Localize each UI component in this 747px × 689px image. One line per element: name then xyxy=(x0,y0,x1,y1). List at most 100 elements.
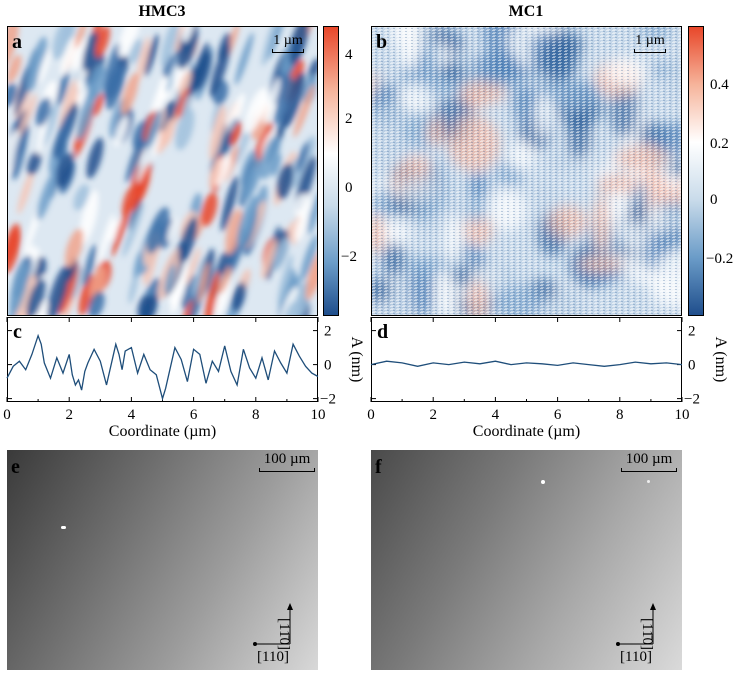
height-feature xyxy=(242,158,262,202)
afm-map-mc1-svg xyxy=(372,27,681,315)
height-feature xyxy=(121,72,139,115)
height-feature xyxy=(293,84,315,138)
height-feature xyxy=(122,187,135,217)
height-feature xyxy=(136,36,150,83)
height-feature xyxy=(209,42,231,97)
height-feature xyxy=(296,141,309,173)
x-tick-label: 2 xyxy=(65,407,73,423)
height-feature xyxy=(114,115,129,147)
height-feature xyxy=(82,244,97,287)
height-feature xyxy=(215,276,231,315)
plot-frame-c xyxy=(7,317,318,402)
height-feature xyxy=(170,279,186,315)
height-feature xyxy=(221,130,232,157)
y-tick-label: 2 xyxy=(688,324,696,340)
height-feature xyxy=(8,223,21,263)
height-feature xyxy=(27,151,42,176)
colorbar-a-tick: 0 xyxy=(345,180,353,196)
height-feature xyxy=(88,291,105,315)
height-feature xyxy=(203,270,220,315)
height-feature xyxy=(305,248,317,301)
x-tick-label: 8 xyxy=(252,407,260,423)
height-feature xyxy=(167,217,178,242)
height-feature xyxy=(209,157,221,190)
colorbar-a-tick: 2 xyxy=(345,111,353,127)
height-feature xyxy=(56,152,74,188)
scalebar-a-label: 1 µm xyxy=(273,33,303,48)
height-feature xyxy=(128,197,142,232)
height-feature xyxy=(259,135,281,180)
height-feature xyxy=(55,111,72,161)
afm-map-mc1 xyxy=(371,26,682,316)
afm-map-hmc3-svg xyxy=(8,27,317,315)
height-feature xyxy=(12,128,28,181)
height-feature xyxy=(200,192,218,227)
colorbar-a-tick: 4 xyxy=(345,47,353,63)
scalebar-a-bar xyxy=(272,49,304,53)
height-feature xyxy=(60,36,76,76)
height-feature xyxy=(122,202,145,258)
height-feature xyxy=(164,264,176,294)
height-feature xyxy=(8,129,22,176)
particle xyxy=(541,480,545,484)
height-feature xyxy=(97,213,115,267)
height-feature xyxy=(161,118,175,148)
right-column-title: MC1 xyxy=(508,3,544,20)
optical-image-mc1 xyxy=(371,450,682,670)
height-feature xyxy=(146,109,162,149)
height-feature xyxy=(307,191,317,235)
height-feature xyxy=(129,38,143,64)
height-feature xyxy=(52,27,73,60)
height-feature xyxy=(78,274,95,315)
x-axis-label: Coordinate (µm) xyxy=(473,423,580,440)
height-feature xyxy=(217,251,230,276)
optical-image-hmc3 xyxy=(7,450,318,670)
height-feature xyxy=(276,163,294,200)
height-feature xyxy=(8,83,17,108)
height-feature xyxy=(294,211,308,242)
panel-label-e: e xyxy=(11,456,20,478)
height-feature xyxy=(15,274,37,315)
height-feature xyxy=(197,262,209,304)
height-feature xyxy=(209,105,226,161)
scalebar-e-label: 100 µm xyxy=(263,451,311,467)
direction-x-e: [110] xyxy=(257,649,289,665)
height-feature xyxy=(92,92,104,116)
height-feature xyxy=(36,171,57,221)
height-feature xyxy=(82,31,99,71)
scalebar-f: 100 µm xyxy=(618,452,680,472)
scalebar-a: 1 µm xyxy=(268,34,308,53)
colorbar-b-tick: 0.2 xyxy=(710,136,729,152)
height-feature xyxy=(18,93,37,137)
height-feature xyxy=(23,204,42,255)
afm-map-hmc3 xyxy=(7,26,318,316)
height-feature xyxy=(131,162,152,213)
left-column-title: HMC3 xyxy=(138,3,186,20)
height-feature xyxy=(272,237,290,272)
direction-x-f: [110] xyxy=(620,649,652,665)
height-feature xyxy=(175,108,195,151)
height-feature xyxy=(143,110,157,142)
height-feature xyxy=(17,168,35,215)
y-tick-label: 0 xyxy=(324,358,332,374)
panel-label-d: d xyxy=(377,321,388,343)
height-feature xyxy=(261,27,280,67)
height-feature xyxy=(168,261,188,307)
height-feature xyxy=(300,234,317,282)
height-feature xyxy=(277,254,293,306)
x-tick-label: 0 xyxy=(367,407,375,423)
height-feature xyxy=(133,251,142,279)
colorbar-b xyxy=(688,26,704,316)
scalebar-f-label: 100 µm xyxy=(625,451,673,467)
height-feature xyxy=(160,27,179,67)
x-tick-label: 0 xyxy=(3,407,11,423)
height-feature xyxy=(144,33,159,77)
height-feature xyxy=(74,27,87,48)
height-feature xyxy=(64,228,84,268)
y-axis-label: A (nm) xyxy=(348,337,365,383)
crystal-axes-f xyxy=(616,603,656,646)
height-feature xyxy=(137,132,160,185)
plot-frame-d xyxy=(371,317,682,402)
scalebar-b: 1 µm xyxy=(630,34,670,53)
height-feature xyxy=(47,265,70,315)
